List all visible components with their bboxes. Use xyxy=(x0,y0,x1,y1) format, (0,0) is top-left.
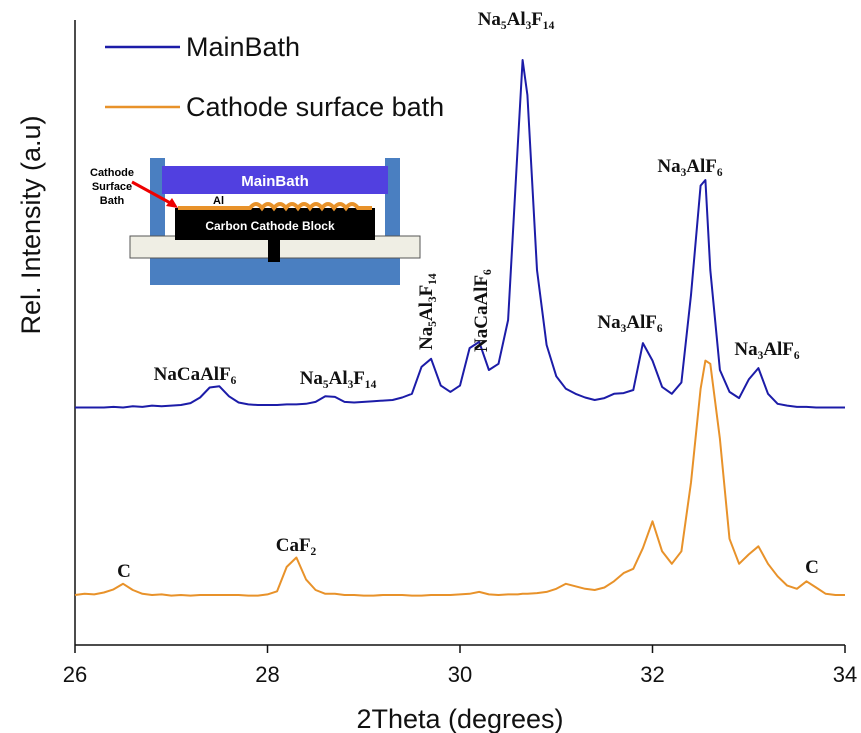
peak-label: Na₃AlF₆ xyxy=(734,339,800,360)
x-axis-label: 2Theta (degrees) xyxy=(356,704,563,733)
peak-label: NaCaAlF₆ xyxy=(471,269,492,352)
x-tick-label: 28 xyxy=(255,662,279,687)
y-axis-label: Rel. Intensity (a.u) xyxy=(16,115,46,334)
inset-text: MainBath xyxy=(241,173,309,190)
x-tick-label: 32 xyxy=(640,662,664,687)
inset-text: Bath xyxy=(100,195,125,207)
legend-label: MainBath xyxy=(186,32,300,62)
inset-text: Carbon Cathode Block xyxy=(205,219,335,233)
peak-label: CaF₂ xyxy=(276,535,317,556)
legend-label: Cathode surface bath xyxy=(186,92,444,122)
inset-arrowhead xyxy=(166,198,178,208)
inset-stem xyxy=(268,240,280,262)
series-line xyxy=(74,359,845,597)
inset-text: Cathode xyxy=(90,167,134,179)
peak-label: Na₃AlF₆ xyxy=(657,156,723,177)
x-tick-label: 26 xyxy=(63,662,87,687)
inset-main-bath xyxy=(162,166,388,194)
inset-surface-bath xyxy=(178,202,372,212)
peak-label: NaCaAlF₆ xyxy=(154,364,237,385)
peak-label: C xyxy=(805,557,819,578)
inset-text: Al xyxy=(213,195,224,207)
series-line xyxy=(75,59,845,409)
inset-cathode-block xyxy=(175,208,375,240)
peak-label: Na₅Al₃F₁₄ xyxy=(300,368,377,389)
x-tick-label: 30 xyxy=(448,662,472,687)
peak-label: Na₃AlF₆ xyxy=(597,312,663,333)
peak-label: Na₅Al₃F₁₄ xyxy=(478,9,555,30)
peak-label: C xyxy=(117,561,131,582)
x-tick-label: 34 xyxy=(833,662,857,687)
inset-diagram: MainBath Al Carbon Cathode Block Cathode… xyxy=(90,158,421,285)
inset-base xyxy=(150,258,400,285)
inset-text: Surface xyxy=(92,181,132,193)
peak-label: Na₅Al₃F₁₄ xyxy=(416,273,437,350)
inset-arrow xyxy=(131,180,175,207)
